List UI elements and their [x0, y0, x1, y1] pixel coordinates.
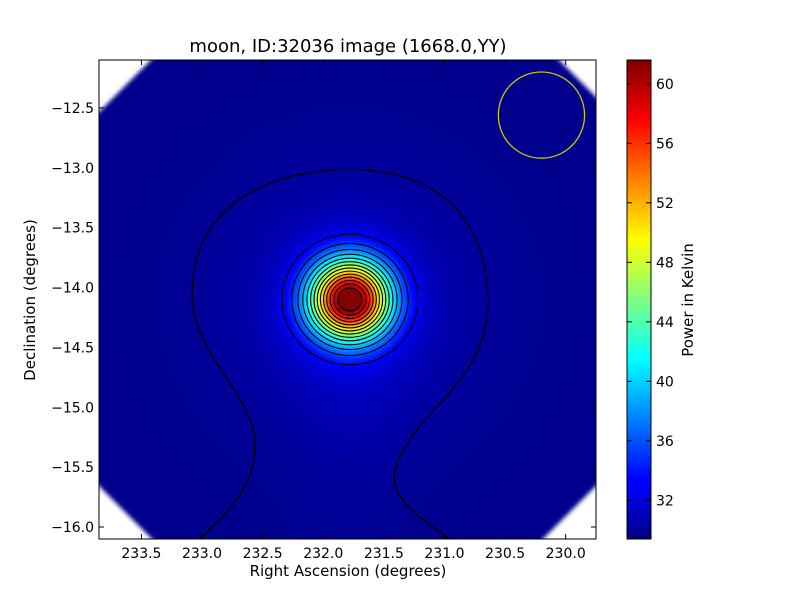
contour-ring — [333, 283, 367, 316]
colorbar-ticks: 32 36 40 44 48 52 56 60 — [627, 77, 674, 509]
x-tick-label: 230.5 — [485, 546, 525, 562]
x-axis-label: Right Ascension (degrees) — [250, 562, 447, 580]
x-tick-label: 232.0 — [303, 546, 343, 562]
x-tick-label: 230.0 — [546, 546, 586, 562]
y-tick-label: −12.5 — [51, 101, 94, 117]
y-tick-label: −14.5 — [51, 340, 94, 356]
heatmap-raster — [99, 60, 596, 539]
corner-cutout-bottom-right — [543, 486, 596, 539]
y-tick-label: −15.5 — [51, 460, 94, 476]
contour-ring — [322, 273, 377, 326]
corner-cutout-bottom-left — [99, 486, 152, 539]
corner-cutout-top-left — [99, 60, 151, 112]
contour-ring — [310, 261, 390, 338]
contour-ring — [326, 276, 374, 323]
contour-outer — [191, 168, 489, 539]
colorbar-gradient — [627, 60, 651, 539]
colorbar-tick-label: 32 — [656, 493, 674, 509]
contour-ring — [306, 257, 394, 342]
x-tick-label: 231.0 — [424, 546, 464, 562]
x-tick-label: 231.5 — [364, 546, 404, 562]
contour-ring — [316, 267, 384, 332]
contour-ring — [291, 242, 409, 357]
chart-title: moon, ID:32036 image (1668.0,YY) — [189, 36, 506, 57]
colorbar-tick-label: 56 — [656, 136, 674, 152]
contour-ring — [313, 264, 387, 335]
y-tick-label: −15.0 — [51, 400, 94, 416]
colorbar-tick-label: 36 — [656, 434, 674, 450]
y-axis-label: Declination (degrees) — [21, 219, 39, 381]
colorbar-tick-label: 44 — [656, 315, 674, 331]
contour-ring — [302, 253, 398, 346]
x-tick-label: 233.0 — [182, 546, 222, 562]
contour-ring — [297, 248, 403, 351]
y-tick-label: −16.0 — [51, 520, 94, 536]
colorbar-tick-label: 60 — [656, 77, 674, 93]
plot-frame — [98, 59, 597, 540]
colorbar-frame — [626, 59, 652, 540]
colorbar-label: Power in Kelvin — [679, 243, 697, 357]
x-axis-ticks: 233.5 233.0 232.5 232.0 231.5 231.0 230.5 230.0 — [121, 60, 586, 562]
y-tick-label: −13.0 — [51, 161, 94, 177]
contour-ring — [281, 233, 419, 366]
beam-circle — [497, 71, 586, 159]
y-tick-label: −14.0 — [51, 281, 94, 297]
colorbar-tick-label: 52 — [656, 196, 674, 212]
y-axis-ticks: −12.5 −13.0 −13.5 −14.0 −14.5 −15.0 −15.5 −16.0 — [51, 101, 596, 536]
contour-lines — [191, 168, 489, 539]
colorbar-tick-label: 40 — [656, 374, 674, 390]
y-tick-label: −13.5 — [51, 221, 94, 237]
contour-ring — [319, 270, 380, 329]
corner-cutout-top-right — [559, 60, 596, 97]
x-tick-label: 233.5 — [121, 546, 161, 562]
contour-ring — [329, 279, 371, 320]
corner-cutouts — [99, 60, 596, 539]
heatmap-image — [99, 60, 596, 539]
x-tick-label: 232.5 — [243, 546, 283, 562]
contour-ring — [337, 287, 363, 312]
colorbar-tick-label: 48 — [656, 255, 674, 271]
